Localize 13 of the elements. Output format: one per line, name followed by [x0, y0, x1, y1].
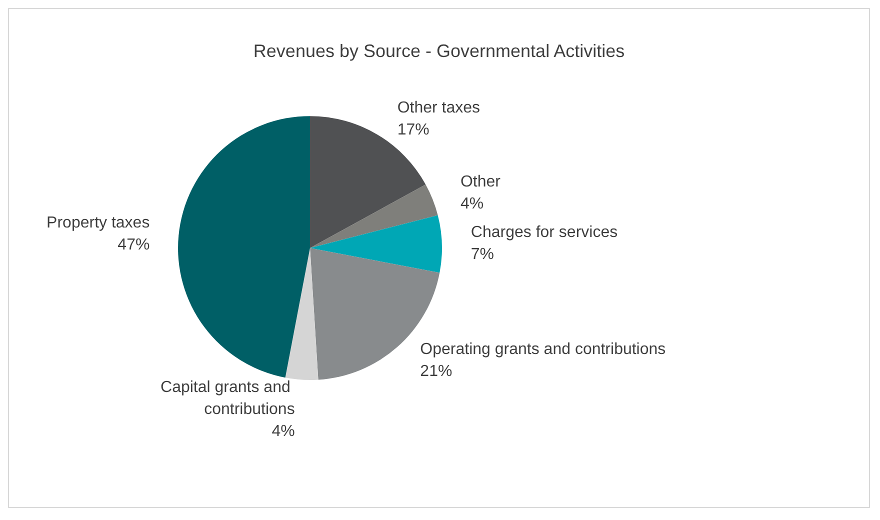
data-label: 17%: [397, 121, 430, 138]
data-label: 21%: [420, 363, 452, 380]
slice-label: Operating grants and contributions: [420, 341, 666, 358]
data-label: 4%: [460, 195, 484, 212]
slice-label: Other taxes: [397, 99, 480, 116]
slice-label: Other: [460, 173, 502, 190]
data-label: 47%: [118, 236, 150, 254]
chart-title: Revenues by Source - Governmental Activities: [253, 41, 625, 61]
slice-label: Property taxes: [46, 214, 150, 232]
data-label: 4%: [272, 423, 295, 440]
data-label: 7%: [470, 246, 494, 263]
slice-label: Charges for services: [470, 224, 618, 241]
slice-label: Capital grants and contributions: [160, 379, 295, 418]
